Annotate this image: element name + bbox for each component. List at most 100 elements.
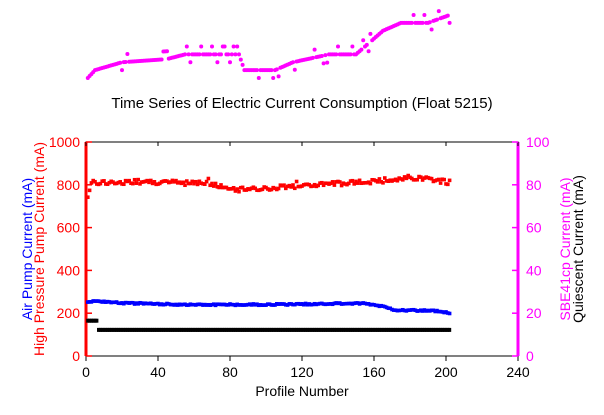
chart-title: Time Series of Electric Current Consumpt… [111, 95, 492, 112]
data-point [237, 327, 241, 332]
right-tick-label: 60 [526, 220, 542, 236]
data-point [235, 327, 239, 332]
data-point [403, 327, 407, 332]
data-point [89, 318, 93, 323]
data-point [257, 327, 261, 332]
data-point [421, 327, 425, 332]
data-point [258, 187, 263, 192]
data-point [319, 53, 324, 58]
data-point [233, 327, 237, 332]
data-point [230, 327, 234, 332]
right-tick-label: 80 [526, 177, 542, 193]
data-point [159, 57, 164, 62]
data-point [377, 327, 381, 332]
data-point [320, 180, 324, 185]
data-point [253, 327, 257, 332]
data-point [357, 302, 362, 306]
data-point [282, 327, 286, 332]
data-point [435, 17, 439, 22]
data-point [118, 60, 123, 65]
data-point [174, 178, 178, 183]
data-point [291, 60, 295, 65]
data-point [267, 302, 272, 307]
data-point [215, 327, 219, 332]
right-y-axis: 0 20 40 60 80 100 [512, 134, 550, 364]
data-point [429, 27, 434, 32]
data-point [222, 44, 227, 49]
data-point [304, 327, 308, 332]
data-point [267, 188, 272, 192]
data-point [383, 327, 387, 332]
data-point [293, 186, 297, 191]
data-point [307, 327, 311, 332]
data-point [303, 182, 308, 187]
data-point [237, 52, 241, 57]
data-point [235, 187, 239, 191]
data-point [123, 59, 128, 64]
data-point [226, 327, 230, 332]
data-point [329, 327, 333, 332]
data-point [395, 178, 400, 183]
data-point [185, 327, 189, 332]
data-point [442, 327, 446, 332]
upper-strip-points [85, 9, 452, 80]
data-point [240, 62, 245, 67]
data-point [269, 327, 273, 332]
data-point [262, 327, 266, 332]
data-point [118, 327, 122, 332]
data-point [210, 44, 214, 49]
data-point [273, 327, 277, 332]
left-tick-label: 400 [57, 262, 81, 278]
data-point [408, 327, 412, 332]
data-point [381, 181, 385, 185]
data-point [176, 327, 180, 332]
data-point [359, 47, 364, 52]
data-point [368, 31, 373, 36]
data-point [420, 20, 425, 25]
data-point [246, 327, 250, 332]
data-point [87, 188, 92, 193]
data-point [188, 327, 192, 332]
data-point [107, 327, 111, 332]
data-point [402, 308, 407, 313]
data-point [381, 327, 385, 332]
data-point [100, 327, 104, 332]
left-tick-label: 600 [57, 220, 81, 236]
data-point [411, 307, 416, 312]
data-point [375, 303, 380, 308]
data-point [214, 327, 218, 332]
data-point [287, 327, 291, 332]
data-point [140, 327, 144, 332]
data-point [361, 327, 365, 332]
data-point [131, 327, 135, 332]
data-point [444, 327, 448, 332]
data-point [233, 52, 238, 57]
data-point [143, 327, 147, 332]
data-point [446, 182, 450, 187]
data-point [289, 185, 293, 189]
data-point [316, 183, 320, 188]
data-point [113, 327, 117, 332]
data-point [149, 327, 153, 332]
data-point [311, 327, 315, 332]
data-point [165, 327, 169, 332]
data-point [213, 52, 218, 57]
data-point [192, 181, 196, 186]
data-point [229, 52, 234, 57]
data-point [255, 68, 259, 73]
data-point [399, 327, 403, 332]
data-point [136, 327, 140, 332]
data-point [102, 179, 106, 183]
data-point [359, 327, 363, 332]
data-point [358, 327, 362, 332]
data-point [183, 183, 187, 188]
data-point [210, 327, 214, 332]
data-point [125, 327, 129, 332]
data-point [404, 327, 408, 332]
data-point [107, 180, 112, 185]
data-point [336, 327, 340, 332]
data-point [221, 327, 225, 332]
right-axis-label-sbe41cp: SBE41cp Current (mA) [557, 177, 573, 320]
data-point [276, 186, 281, 191]
data-point [280, 327, 284, 332]
